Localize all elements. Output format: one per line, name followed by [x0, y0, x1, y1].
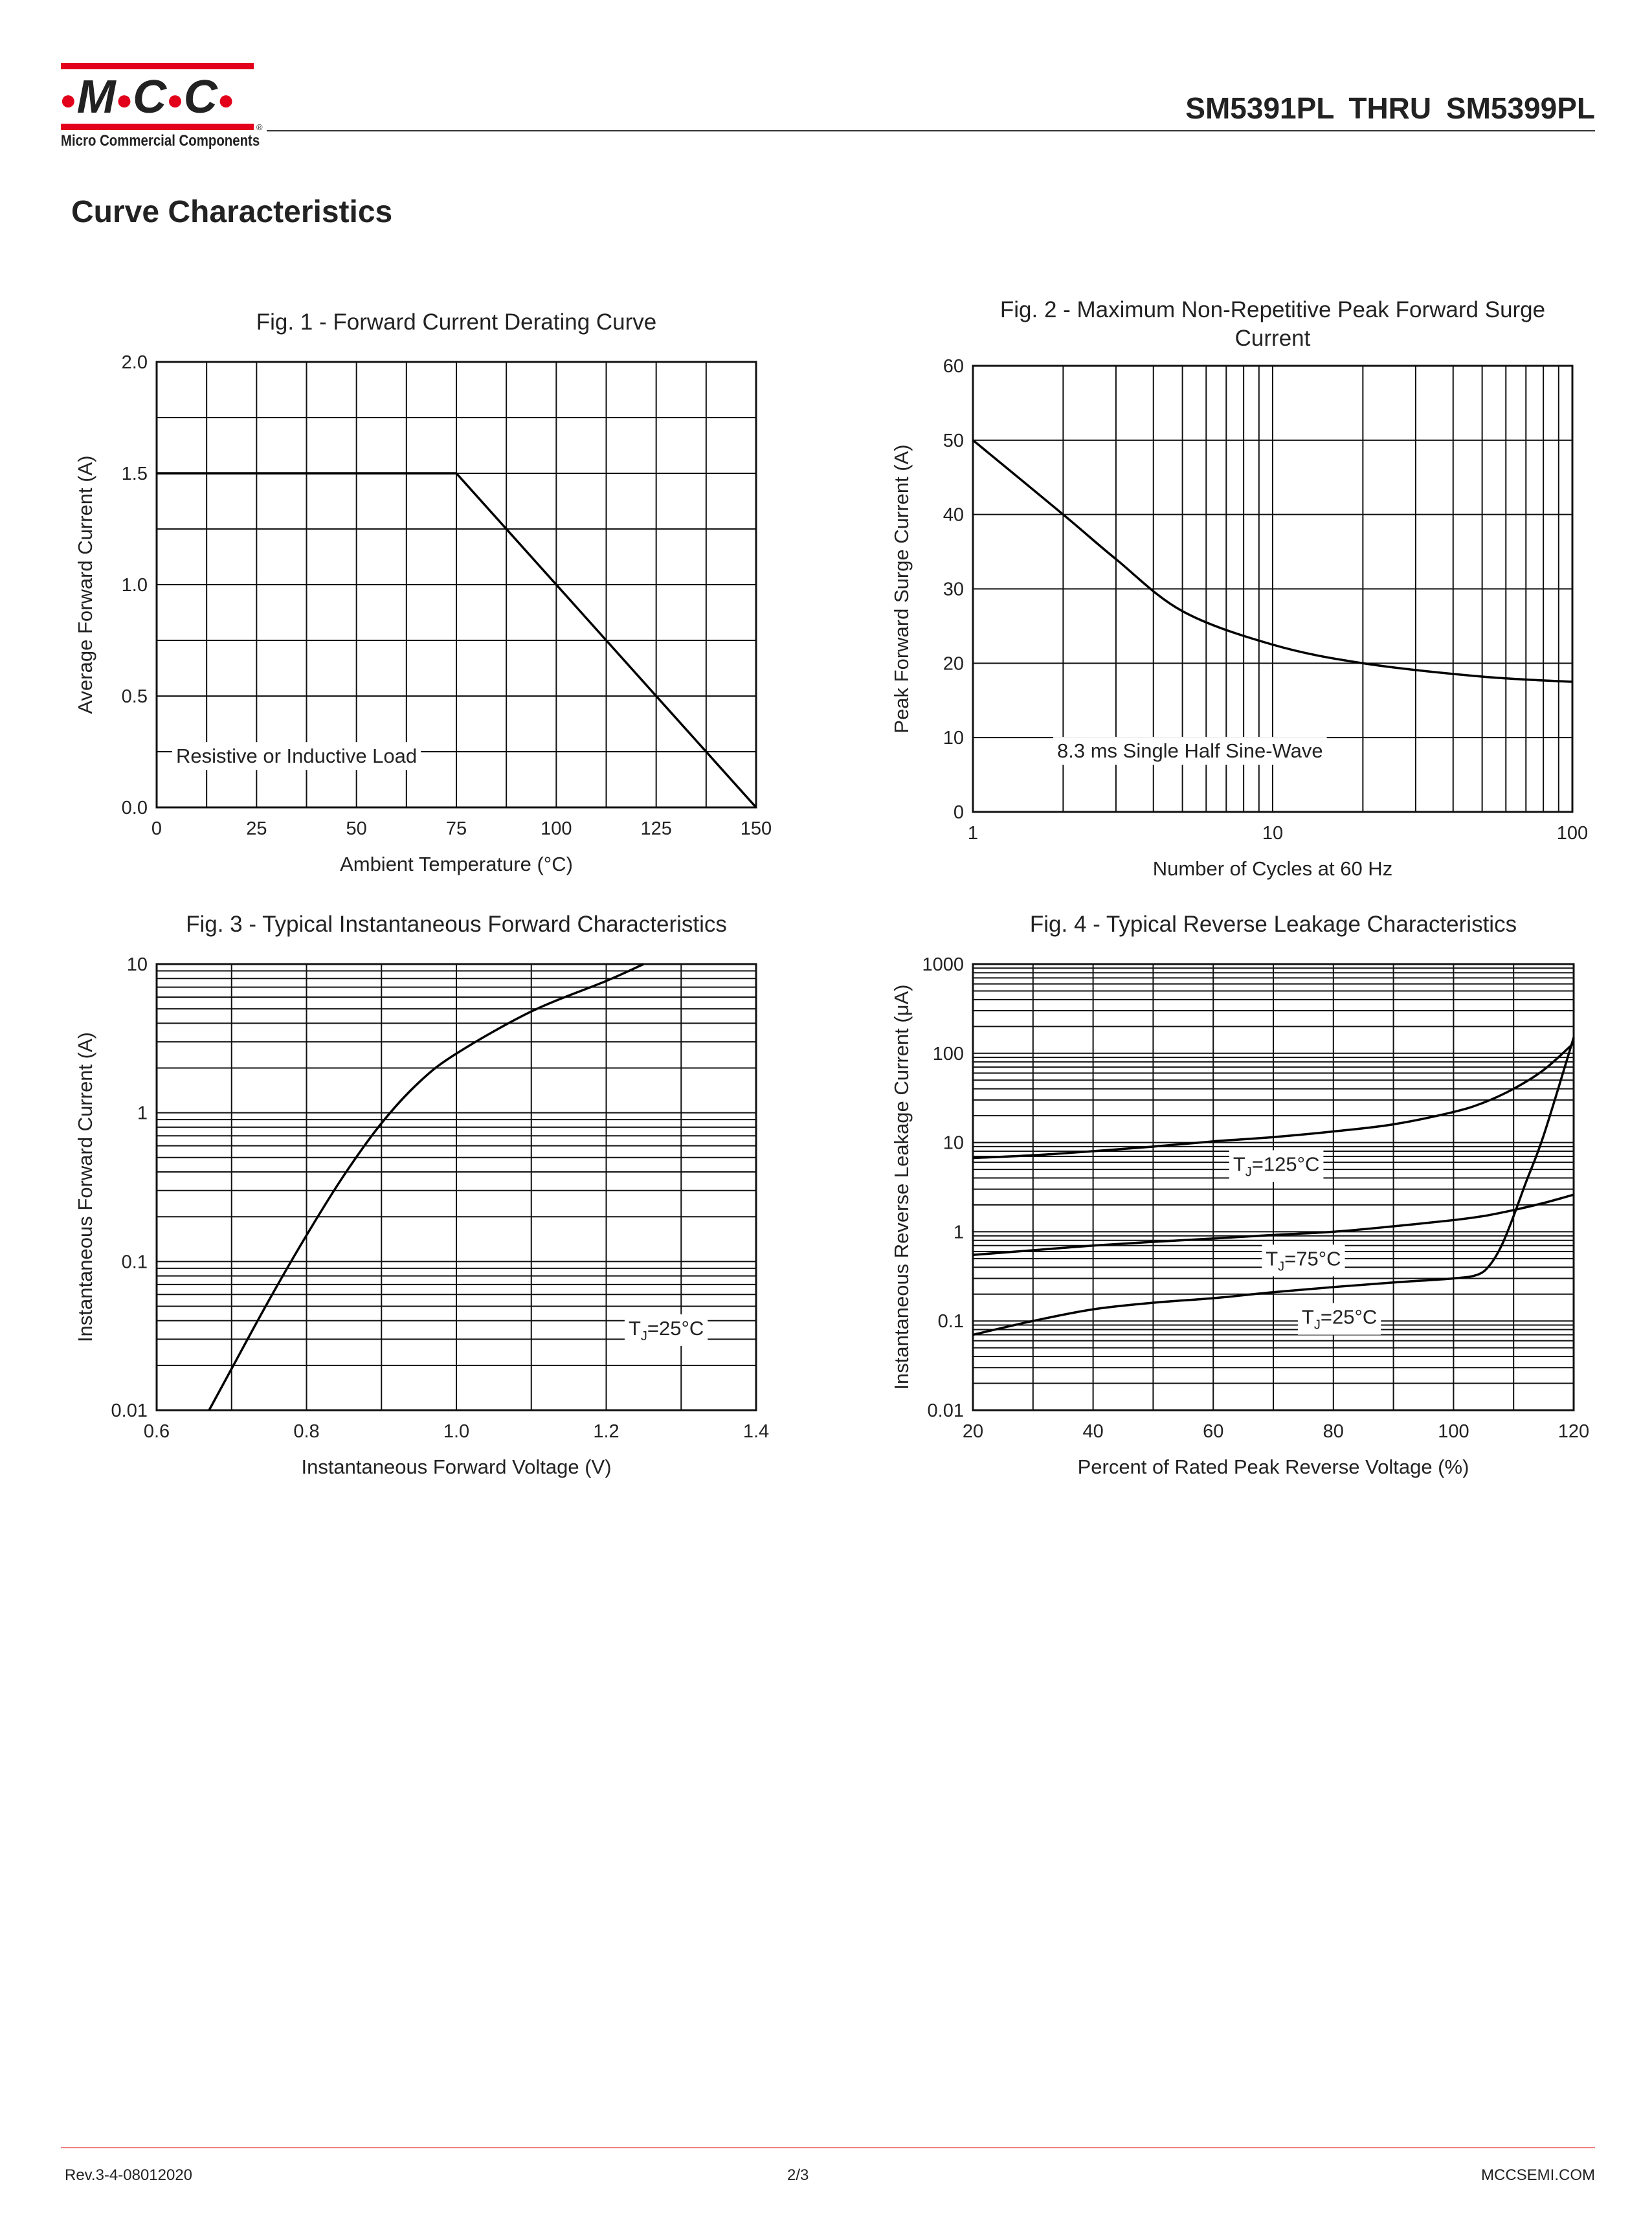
chart-title: Fig. 4 - Typical Reverse Leakage Charact… — [1030, 912, 1517, 937]
series-line — [972, 439, 1573, 683]
y-tick-label: 10 — [943, 1133, 964, 1154]
plot-frame — [155, 361, 757, 809]
logo-bar-top — [61, 63, 254, 69]
y-axis-label: Peak Forward Surge Current (A) — [890, 444, 913, 733]
x-axis-label: Instantaneous Forward Voltage (V) — [301, 1456, 611, 1478]
y-axis-label: Instantaneous Reverse Leakage Current (μ… — [890, 984, 913, 1389]
series-line — [972, 1193, 1574, 1256]
y-tick-label: 0.1 — [938, 1311, 964, 1332]
annotation-background — [1262, 1244, 1345, 1277]
series-line — [972, 1042, 1575, 1160]
annotation-background — [1229, 1150, 1324, 1182]
annotation-label: TJ=75°C — [1266, 1247, 1341, 1274]
annotation-background — [172, 742, 421, 770]
y-tick-label: 0.01 — [111, 1400, 148, 1421]
footer-page-number: 2/3 — [787, 2166, 809, 2184]
x-tick-label: 0 — [151, 818, 162, 839]
annotation-label: TJ=25°C — [629, 1317, 704, 1343]
x-tick-label: 80 — [1323, 1421, 1344, 1442]
logo-bar-bottom — [61, 124, 254, 130]
y-tick-label: 0.0 — [122, 798, 148, 818]
x-tick-label: 10 — [1262, 823, 1283, 844]
x-tick-label: 125 — [640, 818, 671, 839]
x-axis-label: Percent of Rated Peak Reverse Voltage (%… — [1078, 1456, 1469, 1478]
y-tick-label: 0.01 — [928, 1400, 964, 1421]
x-axis-label: Number of Cycles at 60 Hz — [1153, 857, 1392, 880]
x-tick-label: 1.0 — [443, 1421, 469, 1442]
y-tick-label: 0.5 — [122, 686, 148, 707]
y-axis-label: Average Forward Current (A) — [74, 455, 96, 714]
y-tick-label: 1 — [954, 1222, 964, 1242]
header-divider — [267, 130, 1595, 131]
section-title: Curve Characteristics — [71, 195, 393, 229]
y-tick-label: 20 — [943, 653, 964, 674]
annotation-background — [1053, 737, 1327, 765]
y-tick-label: 10 — [127, 954, 148, 975]
x-tick-label: 1 — [968, 823, 978, 844]
logo-registered: ® — [256, 122, 263, 132]
series-line — [972, 1037, 1575, 1336]
x-tick-label: 40 — [1082, 1421, 1103, 1442]
x-tick-label: 1.2 — [593, 1421, 619, 1442]
fig3-chart: 0.6 0.8 1.0 1.2 1.4 0.01 0.1 1 10 Fig. 3 - Typica… — [74, 912, 769, 1478]
chart-title: Fig. 1 - Forward Current Derating Curve — [256, 309, 657, 335]
y-tick-label: 1.0 — [122, 575, 148, 596]
logo: ●M●C●C● — [60, 71, 235, 123]
plot-frame — [972, 365, 1574, 813]
annotation-label: TJ=125°C — [1233, 1153, 1320, 1180]
annotation-label: 8.3 ms Single Half Sine-Wave — [1057, 739, 1323, 762]
chart-title: Fig. 2 - Maximum Non-Repetitive Peak For… — [1000, 297, 1545, 322]
document-title: SM5391PL THRU SM5399PL — [1185, 91, 1595, 125]
series-line — [208, 963, 645, 1411]
footer-revision: Rev.3-4-08012020 — [65, 2166, 193, 2184]
y-axis-label: Instantaneous Forward Current (A) — [74, 1032, 96, 1342]
y-tick-label: 100 — [933, 1044, 964, 1064]
annotation-background — [1297, 1303, 1381, 1335]
x-tick-label: 100 — [1557, 823, 1588, 844]
x-tick-label: 50 — [346, 818, 367, 839]
y-tick-label: 50 — [943, 431, 964, 451]
x-tick-label: 150 — [741, 818, 772, 839]
fig2-chart: 1 10 100 0 10 20 30 40 50 60 Fig. 2 - Maximum Non-… — [890, 297, 1588, 880]
x-axis-label: Ambient Temperature (°C) — [340, 853, 573, 875]
y-tick-label: 0.1 — [122, 1252, 148, 1272]
x-tick-label: 1.4 — [743, 1421, 769, 1442]
annotation-label: Resistive or Inductive Load — [176, 745, 417, 767]
x-tick-label: 0.8 — [293, 1421, 319, 1442]
x-tick-label: 20 — [963, 1421, 983, 1442]
series-line — [157, 472, 757, 809]
footer-website: MCCSEMI.COM — [1481, 2166, 1595, 2184]
logo-subtitle: Micro Commercial Components — [61, 132, 260, 150]
plot-frame — [155, 963, 757, 1411]
x-tick-label: 25 — [246, 818, 267, 839]
y-tick-label: 10 — [943, 728, 964, 748]
footer-divider — [61, 2147, 1595, 2148]
x-tick-label: 100 — [1438, 1421, 1469, 1442]
x-tick-label: 120 — [1558, 1421, 1589, 1442]
x-tick-label: 100 — [541, 818, 572, 839]
y-tick-label: 0 — [954, 802, 964, 823]
y-tick-label: 1.5 — [122, 464, 148, 484]
plot-frame — [972, 963, 1575, 1411]
y-tick-label: 40 — [943, 505, 964, 526]
annotation-label: TJ=25°C — [1302, 1306, 1377, 1332]
y-tick-label: 30 — [943, 579, 964, 600]
chart-title: Current — [1235, 326, 1311, 351]
annotation-background — [624, 1314, 708, 1346]
fig4-chart: 20 40 60 80 100 120 0.01 0.1 1 10 100 1000 Fig. 4 - … — [890, 912, 1589, 1478]
x-tick-label: 75 — [446, 818, 467, 839]
chart-title: Fig. 3 - Typical Instantaneous Forward C… — [186, 912, 727, 937]
x-tick-label: 60 — [1203, 1421, 1223, 1442]
x-tick-label: 0.6 — [144, 1421, 170, 1442]
y-tick-label: 2.0 — [122, 352, 148, 373]
y-tick-label: 1000 — [922, 954, 964, 975]
fig1-chart: 0 25 50 75 100 125 150 0.0 0.5 1.0 1.5 2.0 Fig. 1 - … — [74, 309, 772, 875]
y-tick-label: 1 — [137, 1103, 148, 1124]
y-tick-label: 60 — [943, 356, 964, 377]
